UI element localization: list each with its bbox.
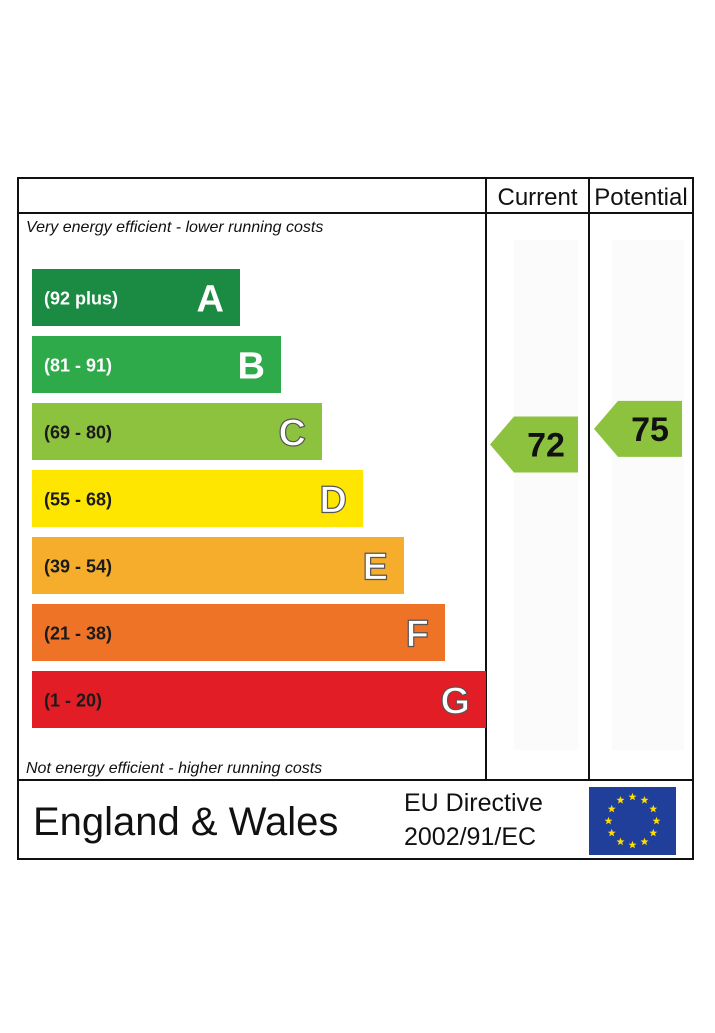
band-g: (1 - 20) G bbox=[32, 671, 486, 728]
potential-rating-arrow: 75 bbox=[594, 400, 682, 457]
eu-flag-star bbox=[640, 837, 649, 846]
band-letter-e: E bbox=[363, 547, 388, 589]
band-bar-a bbox=[32, 269, 240, 326]
band-bar-e bbox=[32, 537, 404, 594]
eu-flag-star bbox=[607, 828, 616, 837]
band-bar-b bbox=[32, 336, 281, 393]
band-range-f: (21 - 38) bbox=[44, 624, 112, 644]
band-c: (69 - 80) C bbox=[32, 403, 322, 460]
potential-rating-value: 75 bbox=[631, 411, 669, 449]
band-letter-f: F bbox=[406, 614, 429, 656]
bottom-note: Not energy efficient - higher running co… bbox=[26, 760, 322, 777]
band-bar-f bbox=[32, 604, 445, 661]
band-bar-g bbox=[32, 671, 486, 728]
band-letter-a: A bbox=[197, 279, 224, 321]
band-range-c: (69 - 80) bbox=[44, 423, 112, 443]
band-letter-d: D bbox=[320, 480, 347, 522]
band-d: (55 - 68) D bbox=[32, 470, 363, 527]
band-b: (81 - 91) B bbox=[32, 336, 281, 393]
band-letter-b: B bbox=[238, 346, 265, 388]
band-letter-g: G bbox=[440, 681, 470, 723]
band-range-e: (39 - 54) bbox=[44, 557, 112, 577]
eu-flag-star bbox=[640, 796, 649, 804]
band-bar-d bbox=[32, 470, 363, 527]
directive-line-1: EU Directive bbox=[404, 789, 543, 817]
band-range-d: (55 - 68) bbox=[44, 490, 112, 510]
potential-column-bg bbox=[612, 240, 684, 750]
eu-flag-icon bbox=[589, 787, 676, 855]
current-rating-shape bbox=[490, 416, 578, 473]
directive-line-2: 2002/91/EC bbox=[404, 823, 536, 851]
band-a: (92 plus) A bbox=[32, 269, 240, 326]
current-header: Current bbox=[497, 184, 577, 211]
eu-flag-star bbox=[604, 816, 613, 825]
current-column-bg bbox=[514, 240, 578, 750]
eu-flag-star bbox=[607, 804, 616, 813]
current-rating-arrow: 72 bbox=[490, 416, 578, 473]
eu-flag-star bbox=[616, 837, 625, 846]
eu-flag-star bbox=[628, 792, 637, 801]
band-f: (21 - 38) F bbox=[32, 604, 445, 661]
band-letter-c: C bbox=[279, 413, 306, 455]
eu-flag-star bbox=[649, 828, 658, 837]
eu-flag-star bbox=[652, 816, 661, 825]
eu-flag-star bbox=[649, 804, 658, 813]
band-bar-c bbox=[32, 403, 322, 460]
band-range-a: (92 plus) bbox=[44, 289, 118, 309]
potential-rating-shape bbox=[594, 400, 682, 457]
eu-flag-star bbox=[616, 796, 625, 804]
current-rating-value: 72 bbox=[527, 426, 565, 464]
region-label: England & Wales bbox=[33, 800, 338, 844]
band-e: (39 - 54) E bbox=[32, 537, 404, 594]
band-range-g: (1 - 20) bbox=[44, 691, 102, 711]
band-group: (92 plus) A (81 - 91) B (69 - 80) C (55 - 68) D… bbox=[32, 269, 486, 728]
eu-flag-star bbox=[628, 840, 637, 849]
rating-group: 72 75 bbox=[490, 400, 682, 473]
band-range-b: (81 - 91) bbox=[44, 356, 112, 376]
top-note: Very energy efficient - lower running co… bbox=[26, 219, 323, 236]
potential-header: Potential bbox=[594, 184, 687, 211]
